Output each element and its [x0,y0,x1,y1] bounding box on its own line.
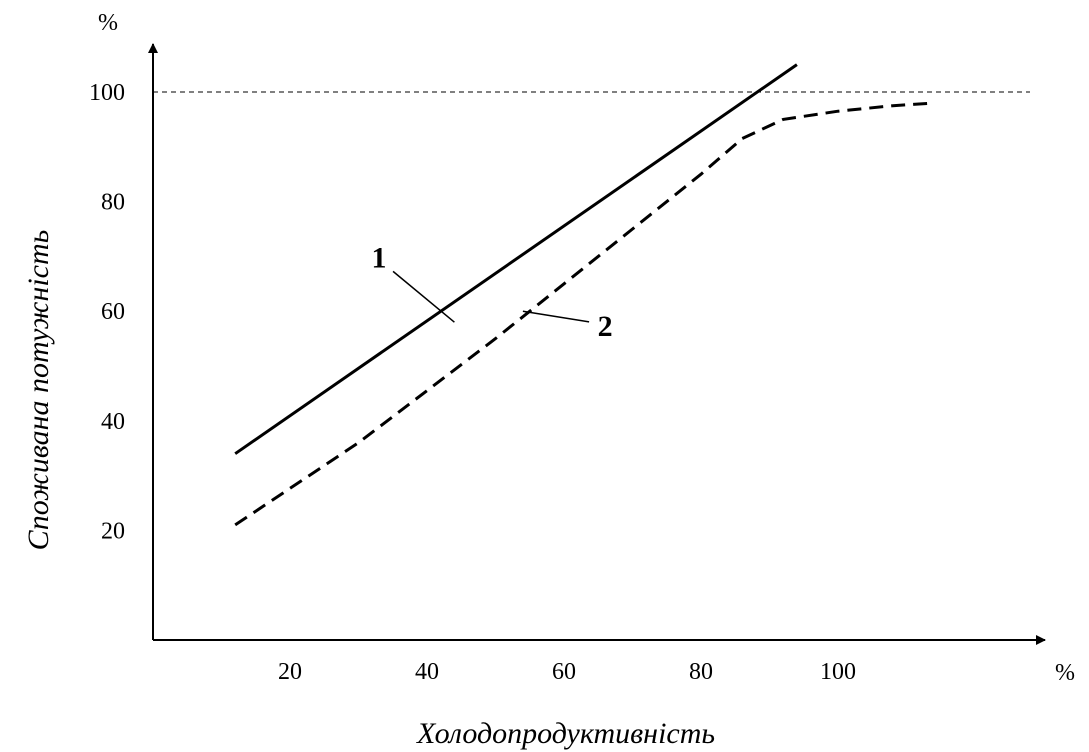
y-axis-unit: % [98,10,118,36]
series-2-label: 2 [598,310,613,343]
series-2-leader [522,310,590,323]
axis-labels: % % Холодопродуктивність Споживана потуж… [22,10,1075,750]
axes [148,43,1046,645]
series-1-leader [392,270,455,323]
y-tick-label: 100 [89,80,125,106]
x-axis-title: Холодопродуктивність [416,717,715,750]
x-tick-label: 60 [552,659,576,685]
x-tick-label: 40 [415,659,439,685]
series-2-line [234,101,934,527]
x-tick-label: 20 [278,659,302,685]
series-1-line [234,63,798,455]
y-axis-title: Споживана потужність [22,230,55,551]
y-tick-label: 40 [101,409,125,435]
y-tick-label: 60 [101,299,125,325]
x-tick-label: 80 [689,659,713,685]
tick-labels: 20 40 60 80 100 20 40 60 80 100 [89,80,856,685]
x-tick-label: 100 [820,659,856,685]
y-tick-label: 20 [101,518,125,544]
x-axis-unit: % [1055,660,1075,686]
series-1-label: 1 [372,241,387,274]
series: 12 [234,63,934,527]
y-tick-label: 80 [101,190,125,216]
